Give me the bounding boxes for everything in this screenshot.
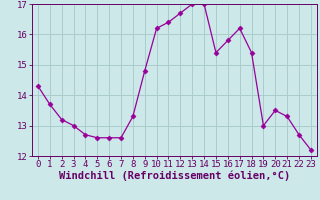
- X-axis label: Windchill (Refroidissement éolien,°C): Windchill (Refroidissement éolien,°C): [59, 171, 290, 181]
